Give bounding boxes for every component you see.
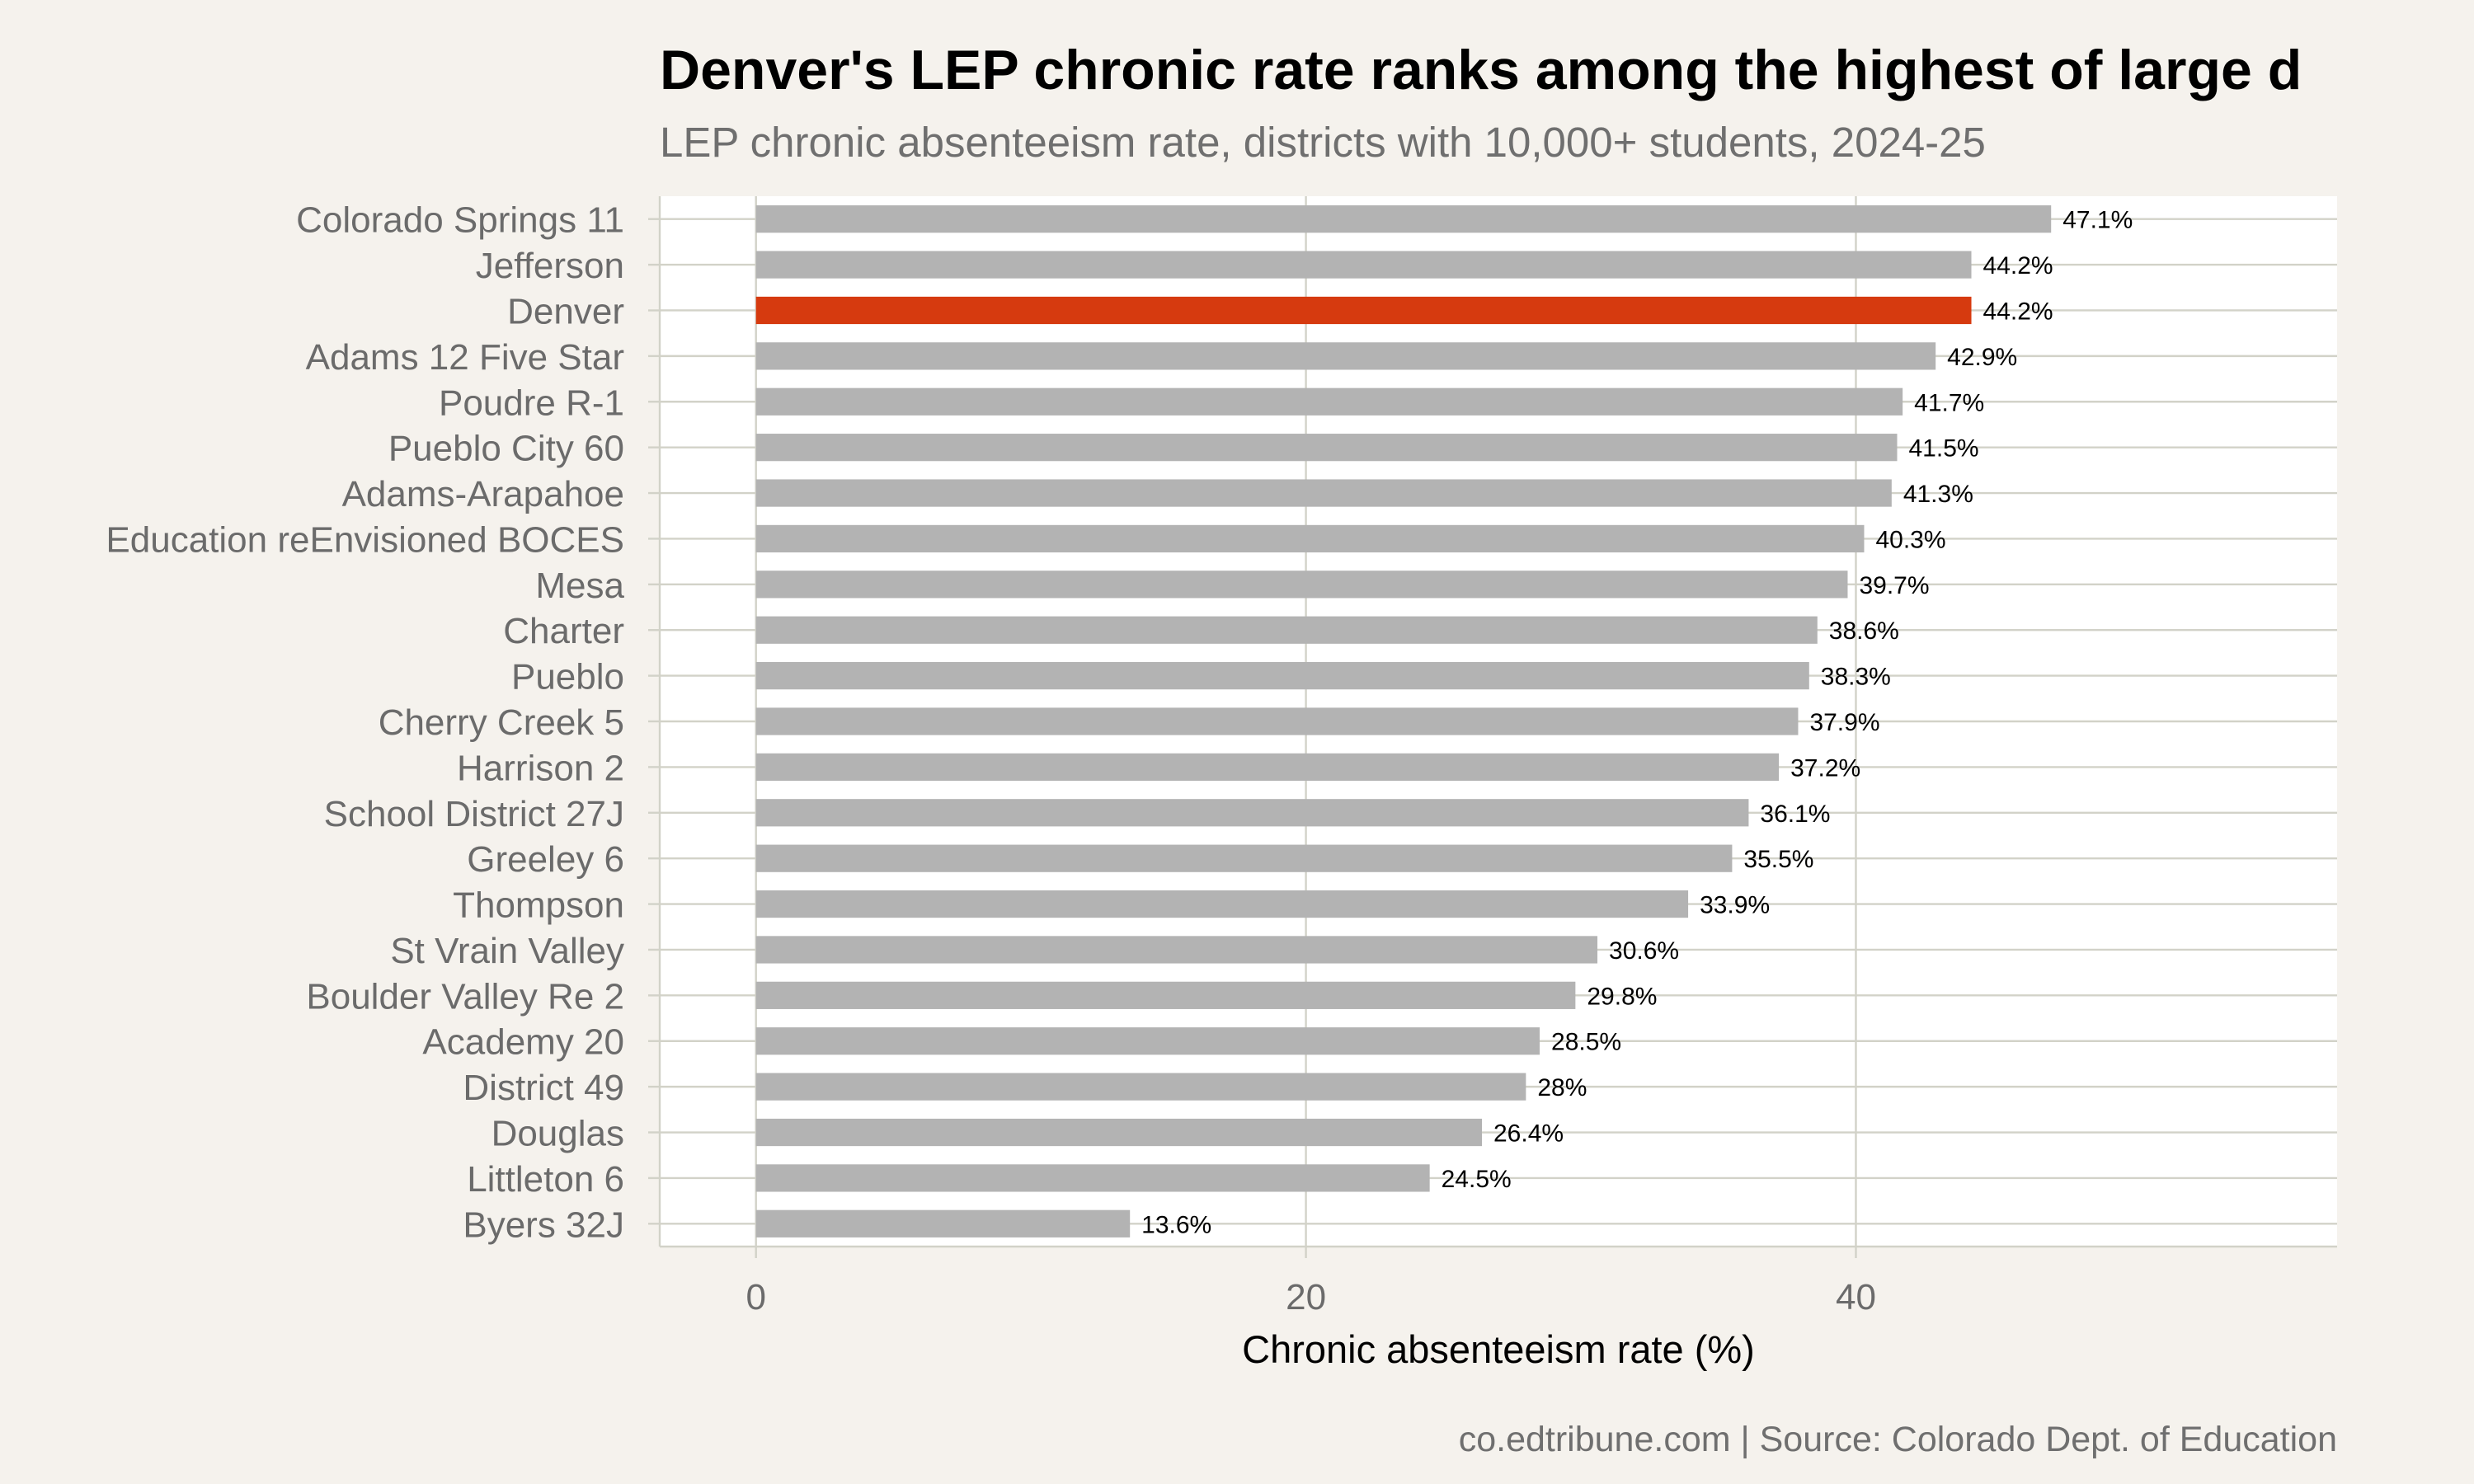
bar bbox=[755, 661, 1809, 690]
category-label: Adams 12 Five Star bbox=[306, 337, 624, 378]
value-label: 36.1% bbox=[1760, 801, 1830, 828]
value-label: 33.9% bbox=[1700, 892, 1770, 919]
category-label: Denver bbox=[507, 291, 624, 331]
category-label: Poudre R-1 bbox=[439, 383, 624, 423]
category-label: Harrison 2 bbox=[457, 748, 624, 788]
category-label: Education reEnvisioned BOCES bbox=[106, 519, 624, 560]
bar bbox=[755, 387, 1903, 416]
value-label: 47.1% bbox=[2062, 207, 2133, 234]
bar bbox=[755, 753, 1780, 782]
value-label: 30.6% bbox=[1609, 937, 1679, 965]
category-label: Cherry Creek 5 bbox=[379, 702, 624, 743]
value-label: 37.2% bbox=[1790, 754, 1860, 782]
bar bbox=[755, 936, 1598, 964]
category-label: Academy 20 bbox=[422, 1022, 624, 1063]
value-label: 39.7% bbox=[1859, 572, 1929, 599]
bar bbox=[755, 981, 1576, 1009]
value-label: 29.8% bbox=[1587, 983, 1657, 1010]
chart-caption: co.edtribune.com | Source: Colorado Dept… bbox=[1459, 1420, 2337, 1459]
bars bbox=[755, 205, 2052, 1237]
bar bbox=[755, 205, 2052, 233]
category-label: Pueblo City 60 bbox=[388, 429, 624, 469]
bar bbox=[755, 1164, 1430, 1192]
value-label: 44.2% bbox=[1983, 298, 2053, 325]
category-label: St Vrain Valley bbox=[390, 931, 624, 971]
category-label: Thompson bbox=[453, 885, 624, 926]
x-axis-title: Chronic absenteeism rate (%) bbox=[1242, 1327, 1755, 1371]
bar bbox=[755, 707, 1799, 735]
bar bbox=[755, 479, 1892, 507]
value-label: 37.9% bbox=[1809, 709, 1879, 736]
x-axis: 0 20 40 bbox=[648, 196, 2337, 1317]
value-label: 13.6% bbox=[1141, 1211, 1211, 1238]
value-label: 38.6% bbox=[1829, 618, 1899, 645]
bar bbox=[755, 799, 1749, 827]
bar bbox=[755, 524, 1865, 553]
bar bbox=[755, 1209, 1131, 1237]
value-label: 44.2% bbox=[1983, 252, 2053, 279]
category-label: Adams-Arapahoe bbox=[342, 474, 624, 514]
category-label: Colorado Springs 11 bbox=[296, 200, 624, 241]
category-label: Charter bbox=[503, 611, 624, 651]
category-label: Littleton 6 bbox=[467, 1159, 624, 1200]
chart-title: Denver's LEP chronic rate ranks among th… bbox=[660, 39, 2302, 101]
bar bbox=[755, 434, 1898, 462]
value-labels: 47.1% 44.2% 44.2% 42.9% 41.7% 41.5% 41.3% 40.3%… bbox=[1141, 207, 2133, 1239]
value-label: 41.3% bbox=[1903, 481, 1973, 508]
bar bbox=[755, 1118, 1482, 1147]
bar bbox=[755, 342, 1936, 370]
bar bbox=[755, 251, 1972, 279]
value-label: 41.7% bbox=[1914, 389, 1984, 416]
bar bbox=[755, 1073, 1526, 1101]
value-label: 28.5% bbox=[1551, 1029, 1621, 1056]
category-label: School District 27J bbox=[324, 794, 624, 834]
value-label: 35.5% bbox=[1743, 846, 1813, 873]
category-labels: Colorado Springs 11 Jefferson Denver Adams … bbox=[106, 200, 624, 1246]
chart-subtitle: LEP chronic absenteeism rate, districts … bbox=[660, 119, 1986, 166]
category-label: Boulder Valley Re 2 bbox=[306, 976, 624, 1017]
category-label: Greeley 6 bbox=[467, 839, 624, 880]
value-label: 26.4% bbox=[1493, 1120, 1564, 1148]
value-label: 40.3% bbox=[1875, 526, 1945, 553]
category-label: Jefferson bbox=[476, 246, 624, 286]
category-label: Byers 32J bbox=[463, 1205, 624, 1245]
x-tick-label: 20 bbox=[1286, 1277, 1326, 1317]
bar bbox=[755, 890, 1689, 918]
category-label: Pueblo bbox=[511, 657, 624, 697]
category-label: Douglas bbox=[492, 1114, 624, 1154]
value-label: 28% bbox=[1537, 1074, 1587, 1101]
value-label: 42.9% bbox=[1947, 344, 2017, 371]
x-tick-label: 0 bbox=[745, 1277, 765, 1317]
x-tick-label: 40 bbox=[1836, 1277, 1876, 1317]
value-label: 38.3% bbox=[1821, 664, 1891, 691]
value-label: 41.5% bbox=[1908, 435, 1978, 463]
bar bbox=[755, 844, 1733, 872]
category-label: District 49 bbox=[463, 1068, 624, 1108]
bar bbox=[755, 616, 1818, 644]
category-label: Mesa bbox=[535, 566, 624, 606]
value-label: 24.5% bbox=[1442, 1166, 1512, 1193]
bar bbox=[755, 296, 1972, 325]
bar bbox=[755, 571, 1848, 599]
bar bbox=[755, 1027, 1540, 1055]
